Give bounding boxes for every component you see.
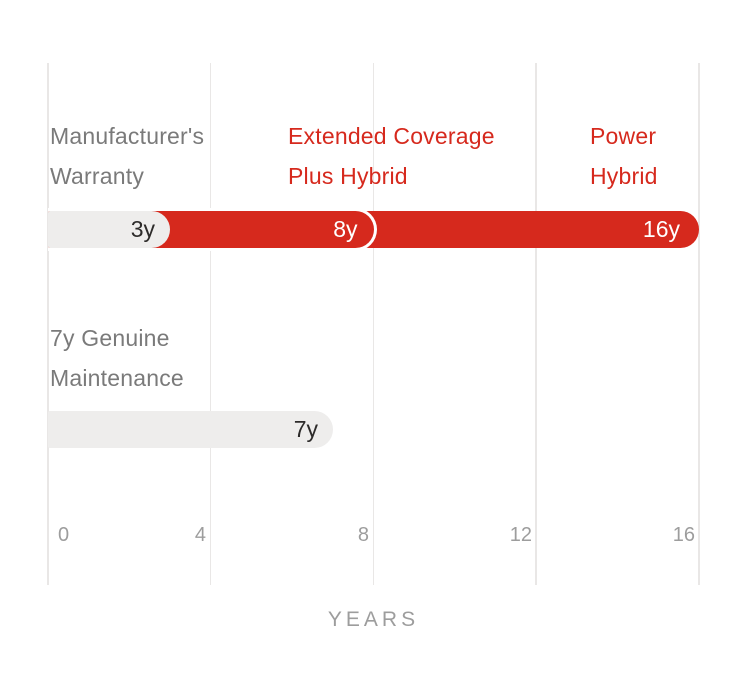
label-line: Plus Hybrid: [288, 163, 408, 189]
bar-value-label: 16y: [642, 216, 680, 242]
bar-segment-genuine-maintenance-7y: 7y: [48, 411, 333, 448]
bar-warranty-coverage: 16y 8y 3y: [48, 208, 699, 251]
x-tick-8: 8: [357, 524, 369, 546]
label-manufacturers-warranty: Manufacturer's Warranty: [50, 116, 204, 196]
label-power-hybrid: Power Hybrid: [590, 116, 658, 196]
gridline-year-4: [209, 63, 212, 585]
x-tick-4: 4: [194, 524, 206, 546]
label-line: Warranty: [50, 163, 145, 189]
label-line: Power: [590, 123, 657, 149]
label-line: Maintenance: [50, 365, 184, 391]
label-genuine-maintenance: 7y Genuine Maintenance: [50, 318, 184, 398]
label-extended-coverage-plus-hybrid: Extended Coverage Plus Hybrid: [288, 116, 495, 196]
x-axis-title: YEARS: [327, 608, 420, 631]
label-line: Extended Coverage: [288, 123, 495, 149]
label-line: 7y Genuine: [50, 325, 170, 351]
label-line: Manufacturer's: [50, 123, 205, 149]
bar-value-label: 7y: [293, 416, 318, 442]
gridline-year-0: [47, 63, 49, 585]
x-tick-12: 12: [509, 524, 532, 546]
gridline-year-16: [698, 63, 700, 585]
bar-value-label: 8y: [333, 216, 358, 242]
bar-value-label: 3y: [130, 216, 155, 242]
gridline-year-12: [535, 63, 537, 585]
x-tick-0: 0: [58, 524, 70, 546]
x-tick-16: 16: [672, 524, 695, 546]
bar-segment-manufacturers-warranty-3y: 3y: [48, 211, 170, 248]
bar-genuine-maintenance: 7y: [48, 411, 699, 448]
gridline-year-8: [372, 63, 374, 585]
label-line: Hybrid: [590, 163, 658, 189]
